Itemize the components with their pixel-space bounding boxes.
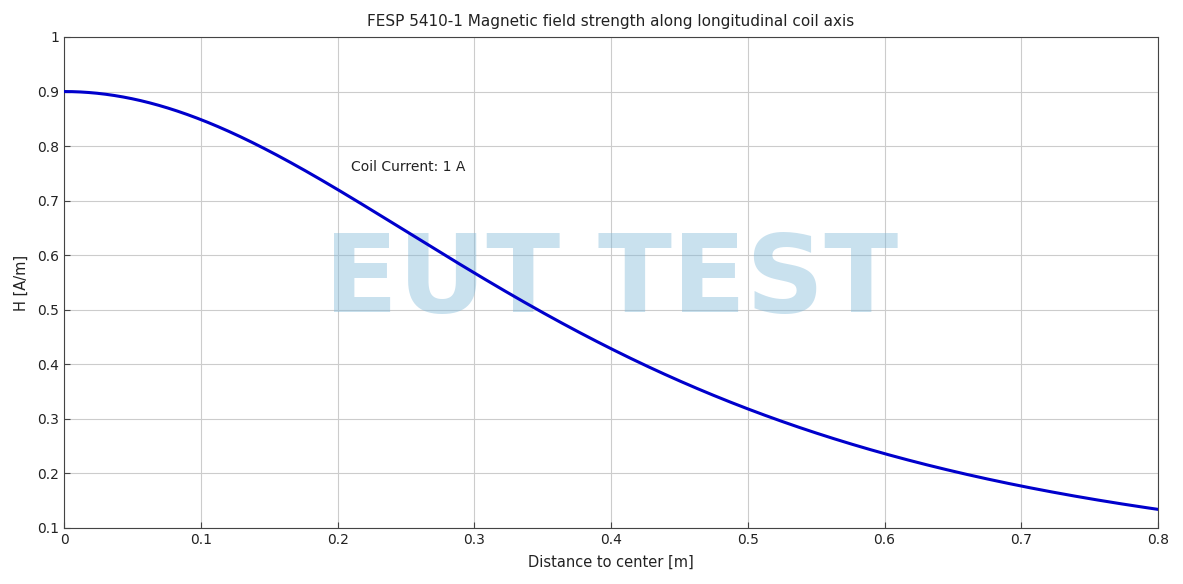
Title: FESP 5410-1 Magnetic field strength along longitudinal coil axis: FESP 5410-1 Magnetic field strength alon…	[368, 14, 855, 29]
X-axis label: Distance to center [m]: Distance to center [m]	[529, 555, 694, 570]
Text: EUT TEST: EUT TEST	[324, 230, 898, 335]
Y-axis label: H [A/m]: H [A/m]	[14, 255, 28, 311]
Text: Coil Current: 1 A: Coil Current: 1 A	[351, 159, 466, 173]
